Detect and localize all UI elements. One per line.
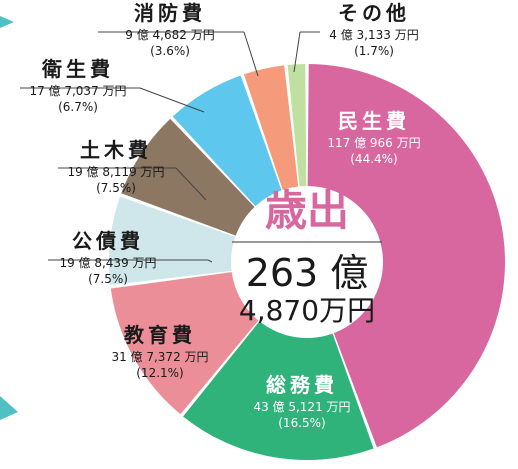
label-name-7: その他 xyxy=(338,1,410,25)
label-name-6: 消防費 xyxy=(134,1,206,25)
label-pct-4: (7.5%) xyxy=(96,181,136,195)
slice-3 xyxy=(109,196,236,286)
center-total-line2: 4,870万円 xyxy=(239,294,375,327)
leader-line-3 xyxy=(207,259,213,263)
leader-line-7 xyxy=(293,31,301,73)
label-pct-3: (7.5%) xyxy=(88,272,128,286)
label-amount-4: 19 億 8,119 万円 xyxy=(67,165,164,179)
label-name-4: 土木費 xyxy=(80,138,152,162)
label-name-5: 衛生費 xyxy=(41,57,114,81)
decor-accent-top xyxy=(0,16,14,28)
label-amount-3: 19 億 8,439 万円 xyxy=(59,256,156,270)
center-title: 歳出 xyxy=(265,186,349,235)
label-name-1: 総務費 xyxy=(266,373,338,397)
leader-line-4 xyxy=(175,167,207,201)
center-total-line1: 263 億 xyxy=(246,251,369,295)
label-amount-5: 17 億 7,037 万円 xyxy=(29,84,126,98)
label-pct-0: (44.4%) xyxy=(350,152,397,166)
leader-line-5 xyxy=(139,87,205,113)
label-name-0: 民生費 xyxy=(338,109,410,133)
label-pct-7: (1.7%) xyxy=(354,44,394,58)
slice-4 xyxy=(121,118,255,236)
label-amount-6: 9 億 4,682 万円 xyxy=(125,28,214,42)
slice-6 xyxy=(243,65,299,190)
slice-1 xyxy=(183,321,374,460)
slice-5 xyxy=(172,75,282,207)
label-pct-5: (6.7%) xyxy=(58,100,98,114)
label-amount-2: 31 億 7,372 万円 xyxy=(111,350,208,364)
label-amount-1: 43 億 5,121 万円 xyxy=(253,400,350,414)
slice-7 xyxy=(287,64,307,187)
leader-line-6 xyxy=(243,31,259,77)
decor-accent-bottom xyxy=(0,396,18,420)
label-name-2: 教育費 xyxy=(124,323,196,347)
label-name-3: 公債費 xyxy=(72,229,144,253)
label-pct-6: (3.6%) xyxy=(150,44,190,58)
label-amount-0: 117 億 966 万円 xyxy=(327,136,420,150)
label-pct-1: (16.5%) xyxy=(278,416,325,430)
label-amount-7: 4 億 3,133 万円 xyxy=(329,28,418,42)
slice-2 xyxy=(110,272,259,415)
label-pct-2: (12.1%) xyxy=(136,366,183,380)
slice-0 xyxy=(307,64,505,448)
